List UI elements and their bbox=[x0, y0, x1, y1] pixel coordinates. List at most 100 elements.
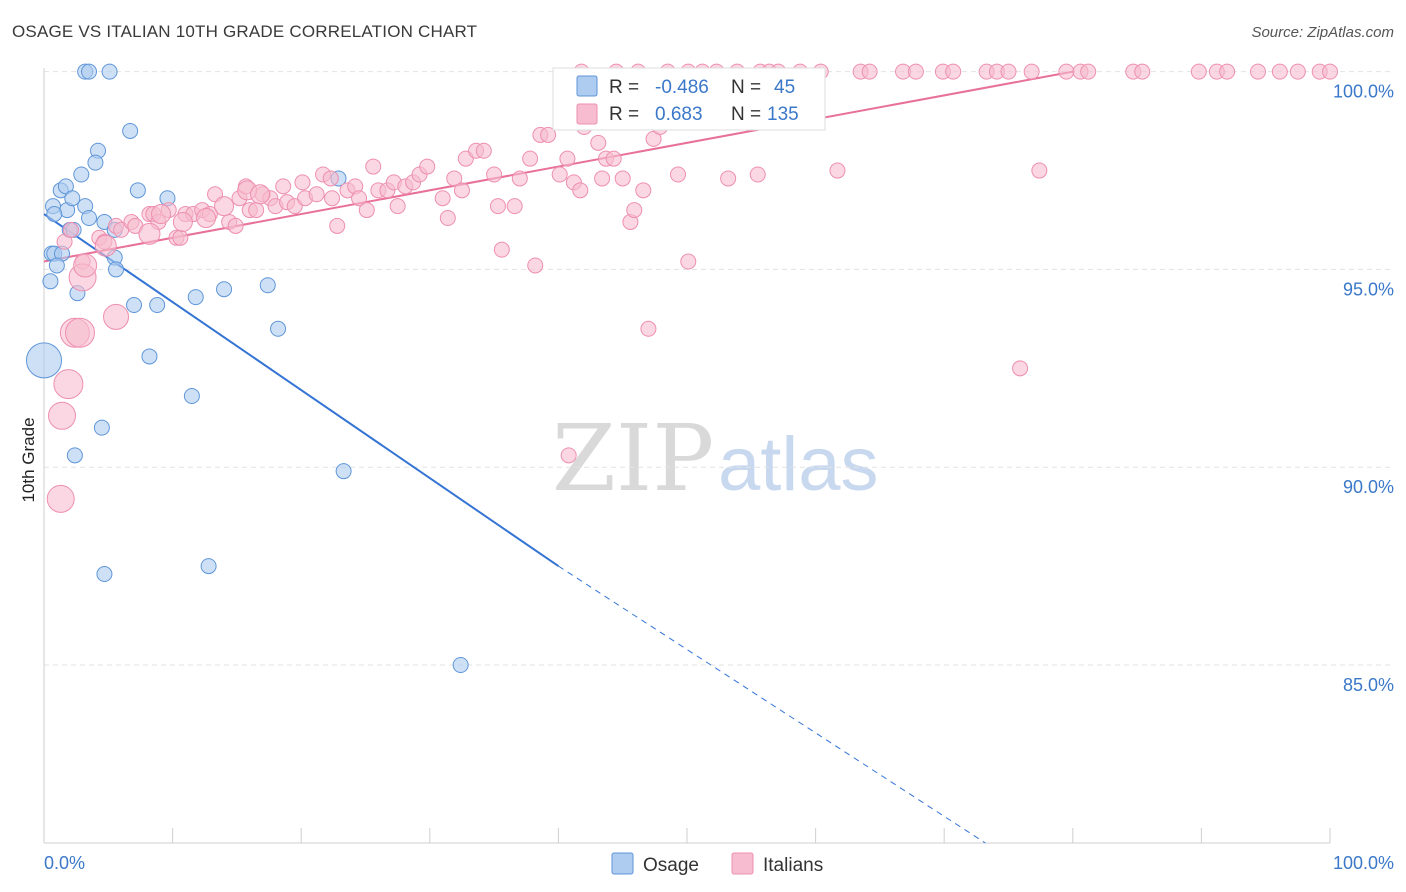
trend-line-osage-extension bbox=[558, 565, 986, 844]
point-italians-33 bbox=[1289, 63, 1306, 80]
point-italians-30 bbox=[1219, 63, 1236, 80]
stats-r-value-osage: -0.486 bbox=[655, 77, 709, 98]
point-italians-131 bbox=[53, 369, 84, 400]
point-osage-25 bbox=[108, 261, 125, 278]
y-tick-label-3: 85.0% bbox=[1343, 675, 1394, 695]
y-tick-label-0: 100.0% bbox=[1333, 82, 1394, 102]
point-osage-9 bbox=[129, 182, 146, 199]
trend-line-osage bbox=[43, 213, 559, 567]
point-italians-107 bbox=[572, 182, 589, 199]
point-osage-6 bbox=[73, 166, 90, 183]
point-osage-33 bbox=[270, 320, 287, 337]
point-italians-123 bbox=[720, 170, 737, 187]
point-italians-125 bbox=[829, 162, 846, 179]
point-italians-121 bbox=[680, 253, 697, 270]
point-osage-37 bbox=[93, 419, 110, 436]
point-italians-134 bbox=[103, 303, 130, 330]
y-tick-label-2: 90.0% bbox=[1343, 477, 1394, 497]
point-italians-128 bbox=[560, 447, 577, 464]
point-italians-113 bbox=[614, 170, 631, 187]
point-osage-28 bbox=[187, 289, 204, 306]
series-osage bbox=[26, 63, 469, 673]
point-osage-31 bbox=[126, 297, 143, 314]
axes bbox=[43, 68, 1331, 844]
point-italians-101 bbox=[527, 257, 544, 274]
point-osage-39 bbox=[335, 463, 352, 480]
point-italians-95 bbox=[486, 166, 503, 183]
point-osage-42 bbox=[452, 656, 469, 673]
point-osage-23 bbox=[48, 257, 65, 274]
point-italians-28 bbox=[1190, 63, 1207, 80]
point-italians-94 bbox=[475, 142, 492, 159]
point-italians-70 bbox=[308, 186, 325, 203]
point-italians-98 bbox=[506, 198, 523, 215]
point-italians-22 bbox=[1023, 63, 1040, 80]
point-italians-104 bbox=[551, 166, 568, 183]
point-italians-139 bbox=[151, 204, 172, 225]
point-italians-144 bbox=[250, 184, 271, 205]
point-italians-14 bbox=[861, 63, 878, 80]
point-italians-130 bbox=[48, 401, 77, 430]
point-italians-109 bbox=[590, 134, 607, 151]
stats-r-label-osage: R = bbox=[609, 77, 639, 98]
point-italians-126 bbox=[1012, 360, 1029, 377]
point-italians-138 bbox=[138, 222, 161, 245]
point-italians-140 bbox=[172, 211, 193, 232]
point-italians-96 bbox=[489, 198, 506, 215]
point-osage-15 bbox=[81, 210, 98, 227]
stats-swatch-osage bbox=[576, 75, 598, 97]
point-italians-21 bbox=[1000, 63, 1017, 80]
point-osage-26 bbox=[42, 273, 59, 290]
point-osage-30 bbox=[259, 277, 276, 294]
point-osage-34 bbox=[26, 342, 62, 379]
stats-n-value-osage: 45 bbox=[774, 77, 795, 98]
point-italians-127 bbox=[1031, 162, 1048, 179]
trend-line-italians bbox=[43, 70, 1073, 263]
point-italians-79 bbox=[365, 158, 382, 175]
point-italians-87 bbox=[419, 158, 436, 175]
point-italians-129 bbox=[46, 484, 75, 513]
point-italians-25 bbox=[1080, 63, 1097, 80]
point-italians-16 bbox=[907, 63, 924, 80]
point-osage-3 bbox=[122, 122, 139, 139]
point-osage-35 bbox=[141, 348, 158, 365]
point-italians-117 bbox=[640, 320, 657, 337]
point-italians-35 bbox=[1322, 63, 1338, 80]
gridlines bbox=[44, 71, 1394, 666]
point-italians-91 bbox=[453, 182, 470, 199]
point-italians-83 bbox=[389, 198, 406, 215]
point-italians-65 bbox=[275, 178, 292, 195]
point-italians-116 bbox=[635, 182, 652, 199]
point-italians-90 bbox=[446, 170, 463, 187]
point-osage-36 bbox=[183, 388, 200, 405]
x-tick-label-left: 0.0% bbox=[44, 853, 85, 873]
point-osage-5 bbox=[87, 154, 104, 171]
point-osage-38 bbox=[66, 447, 83, 464]
point-italians-88 bbox=[434, 190, 451, 207]
point-italians-72 bbox=[322, 170, 339, 187]
point-italians-78 bbox=[358, 202, 375, 219]
point-italians-141 bbox=[196, 208, 217, 229]
stats-r-value-italians: 0.683 bbox=[655, 104, 703, 125]
trend-lines bbox=[43, 70, 1073, 844]
point-osage-32 bbox=[149, 297, 166, 314]
stats-swatch-italians bbox=[576, 103, 598, 125]
point-italians-23 bbox=[1058, 63, 1075, 80]
stats-legend-box bbox=[552, 67, 826, 131]
point-italians-27 bbox=[1134, 63, 1151, 80]
legend-label-osage: Osage bbox=[643, 855, 699, 876]
point-osage-2 bbox=[101, 63, 118, 80]
point-italians-112 bbox=[605, 150, 622, 167]
point-italians-31 bbox=[1249, 63, 1266, 80]
legend-swatch-osage bbox=[611, 852, 634, 875]
point-osage-40 bbox=[96, 566, 113, 583]
point-italians-57 bbox=[227, 217, 244, 234]
y-axis-label: 10th Grade bbox=[19, 417, 38, 502]
watermark-zip: ZIP bbox=[552, 405, 714, 512]
point-italians-100 bbox=[522, 150, 539, 167]
point-italians-18 bbox=[945, 63, 962, 80]
point-italians-120 bbox=[669, 166, 686, 183]
point-italians-124 bbox=[749, 166, 766, 183]
stats-n-value-italians: 135 bbox=[767, 104, 799, 125]
